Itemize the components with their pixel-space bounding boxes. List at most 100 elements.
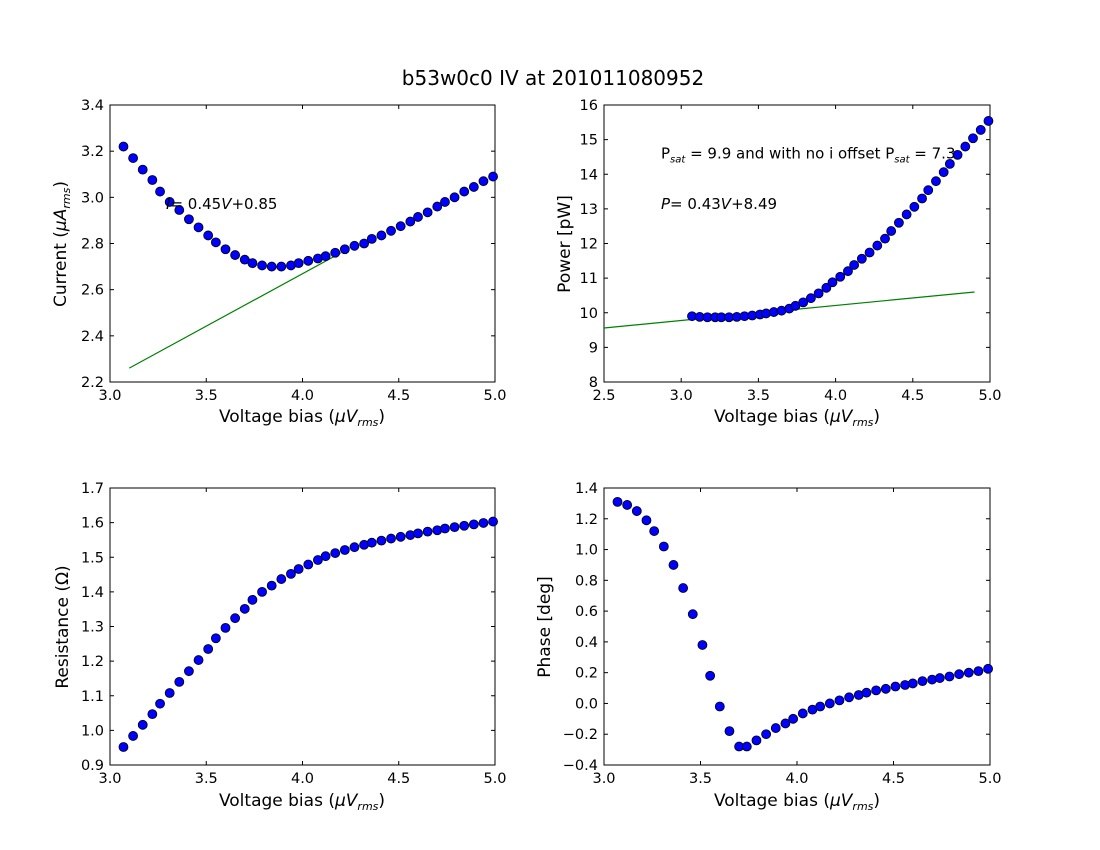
phase-data-point — [687, 609, 698, 620]
phase-data-point — [834, 695, 845, 706]
resistance-data-point — [266, 580, 277, 591]
phase-data-point — [741, 741, 752, 752]
power-xlabel: Voltage bias (μVrms) — [714, 407, 880, 429]
phase-data-point — [612, 496, 623, 507]
resistance-data-point — [230, 613, 241, 624]
phase-data-point — [761, 729, 772, 740]
phase-data-point — [963, 667, 974, 678]
resistance-data-point — [488, 516, 498, 527]
power-fit-var-p: P — [661, 195, 671, 213]
phase-data-point — [770, 723, 781, 733]
iv-fit-line — [128, 252, 342, 369]
iv-data-point — [257, 260, 267, 271]
phase-data-point — [751, 735, 762, 746]
phase-axes-frame — [603, 487, 991, 766]
resistance-data-point — [303, 559, 314, 570]
iv-data-point — [184, 214, 194, 225]
phase-xtick-label: 3.5 — [689, 771, 712, 787]
iv-fit-var-v: V — [221, 195, 233, 213]
iv-data-point — [266, 261, 277, 272]
power-data-point — [901, 209, 912, 220]
resistance-data-point — [349, 542, 360, 553]
phase-ytick-label: 0.8 — [575, 573, 598, 589]
iv-ytick-label: 2.2 — [81, 375, 104, 391]
resistance-data-point — [440, 523, 450, 534]
iv-xtick-label: 5.0 — [483, 388, 506, 404]
resistance-data-point — [386, 533, 396, 544]
resistance-data-point — [164, 688, 175, 698]
power-data-point — [894, 217, 904, 228]
phase-ytick-label: 0.2 — [575, 666, 598, 682]
power-ytick-label: 8 — [589, 375, 598, 391]
phase-data-point — [880, 683, 891, 694]
power-psat-sub1: sat — [670, 155, 686, 166]
phase-data-point — [724, 726, 735, 737]
power-ytick-label: 11 — [580, 271, 598, 287]
power-psat-note: Psat = 9.9 and with no i offset Psat = 7… — [661, 145, 956, 166]
iv-data-point — [174, 205, 185, 215]
resistance-data-point — [128, 731, 139, 741]
power-psat-end: = 7.3 — [910, 145, 956, 163]
iv-data-point — [376, 230, 387, 241]
power-data-point — [849, 260, 860, 270]
phase-data-point — [622, 500, 633, 510]
phase-ytick-label: −0.4 — [563, 758, 598, 774]
resistance-data-point — [422, 526, 433, 537]
phase-data-point — [815, 701, 826, 712]
resistance-panel: 3.0 3.5 4.0 4.5 5.0 0.9 1.0 1.1 1.2 1.3 1.4 1.5 1.6 1… — [53, 481, 507, 813]
power-data-point — [923, 185, 934, 196]
resistance-xtick-label: 4.0 — [291, 771, 314, 787]
iv-data-point — [349, 240, 360, 251]
iv-data-point — [468, 182, 479, 192]
iv-data-point — [395, 221, 406, 232]
resistance-data-point — [174, 677, 185, 687]
resistance-ytick-label: 0.9 — [81, 758, 104, 774]
figure-title: b53w0c0 IV at 201011080952 — [402, 66, 704, 90]
power-fit-eq-end: +8.49 — [731, 195, 777, 213]
phase-ytick-label: 1.0 — [575, 543, 598, 559]
iv-data-point — [118, 141, 129, 152]
iv-xtick-label: 4.0 — [291, 388, 314, 404]
iv-data-point — [155, 186, 165, 197]
resistance-data-point — [320, 551, 331, 562]
iv-fit-var-i: I — [166, 195, 171, 213]
phase-xlabel: Voltage bias (μVrms) — [714, 791, 880, 813]
iv-data-point — [488, 171, 498, 182]
resistance-data-point — [286, 568, 296, 579]
resistance-ytick-label: 1.3 — [81, 620, 104, 636]
iv-ytick-label: 2.8 — [81, 237, 104, 253]
iv-data-point — [330, 247, 341, 258]
phase-panel: 3.0 3.5 4.0 4.5 5.0 −0.4 −0.2 0.0 0.2 0.4 0.6 0.8 1.… — [535, 481, 1002, 813]
power-psat-sub2: sat — [894, 155, 910, 166]
resistance-data-point — [478, 518, 489, 528]
phase-data-point — [861, 687, 872, 698]
iv-data-point — [230, 250, 241, 260]
resistance-data-point — [312, 555, 323, 565]
resistance-xtick-label: 3.0 — [98, 771, 121, 787]
power-xtick-label: 4.5 — [901, 388, 924, 404]
phase-xtick-label: 4.5 — [882, 771, 905, 787]
phase-ytick-label: 1.4 — [575, 481, 598, 497]
resistance-data-point — [184, 666, 194, 677]
resistance-ytick-label: 1.1 — [81, 689, 104, 705]
power-data-point — [938, 167, 949, 178]
power-data-point — [805, 293, 816, 304]
iv-xtick-label: 4.5 — [387, 388, 410, 404]
iv-data-point — [413, 212, 423, 222]
resistance-ytick-label: 1.2 — [81, 654, 104, 670]
power-xtick-label: 3.5 — [747, 388, 770, 404]
phase-data-point — [714, 701, 725, 712]
iv-data-point — [193, 222, 204, 233]
power-ytick-label: 16 — [580, 98, 598, 114]
iv-data-point — [366, 233, 377, 244]
phase-data-point — [824, 698, 835, 709]
resistance-data-point — [239, 603, 250, 614]
iv-xtick-label: 3.0 — [98, 388, 121, 404]
phase-data-point — [641, 515, 652, 526]
power-ytick-label: 13 — [580, 202, 598, 218]
iv-ytick-label: 3.0 — [81, 190, 104, 206]
power-marks: 2.5 3.0 3.5 4.0 4.5 5.0 8 9 10 11 12 13 14 15 16 — [580, 98, 1002, 404]
power-data-point — [813, 288, 824, 299]
resistance-data-point — [193, 655, 204, 665]
phase-ytick-label: 0.4 — [575, 635, 598, 651]
